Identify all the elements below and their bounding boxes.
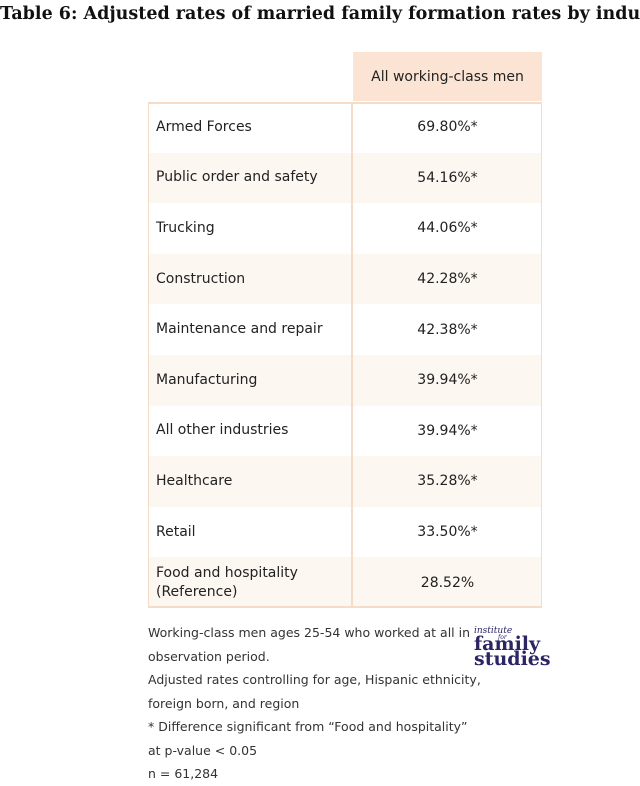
- row-label: Construction: [148, 253, 353, 305]
- row-bg: [148, 152, 542, 204]
- row-label: Retail: [148, 506, 353, 558]
- row-value: 42.38%*: [417, 321, 478, 338]
- row-bg: [148, 456, 542, 507]
- row-bg: [148, 355, 542, 406]
- title: Table 6: Adjusted rates of married famil…: [0, 4, 640, 24]
- row-value: 39.94%*: [417, 372, 478, 389]
- note-line: Adjusted rates controlling for age, Hisp…: [148, 672, 481, 687]
- row-value: 44.06%*: [417, 220, 478, 237]
- row-value: 54.16%*: [417, 169, 478, 186]
- row-bg: [148, 304, 542, 355]
- row-bg: [148, 557, 542, 608]
- note-line: Working-class men ages 25-54 who worked …: [148, 625, 471, 640]
- row-label: Maintenance and repair: [148, 304, 353, 355]
- note-line: at p-value < 0.05: [148, 742, 258, 758]
- note-line: foreign born, and region: [148, 695, 300, 711]
- logo-line1: family: [474, 633, 541, 655]
- header-cell: All working-class men: [353, 52, 542, 101]
- logo-line2: studies: [474, 648, 551, 670]
- logo-middle: for: [498, 634, 507, 641]
- row-bg: [148, 405, 542, 457]
- row-label: Trucking: [148, 203, 353, 254]
- row-label: Food and hospitality (Reference): [148, 557, 353, 608]
- note-line: observation period.: [148, 648, 270, 664]
- row-bg: [148, 203, 542, 254]
- row-label: Healthcare: [148, 456, 353, 507]
- row-bg: [148, 253, 542, 305]
- row-bg: [148, 506, 542, 558]
- row-label: Armed Forces: [148, 102, 353, 153]
- logo-top: institute: [474, 626, 513, 636]
- row-value: 33.50%*: [417, 524, 478, 541]
- row-label: All other industries: [148, 405, 353, 457]
- row-value: 28.52%: [420, 574, 475, 591]
- row-label: Manufacturing: [148, 355, 353, 406]
- row-value: 69.80%*: [417, 119, 478, 136]
- row-value: 39.94%*: [417, 422, 478, 439]
- note-line: * Difference significant from “Food and …: [148, 719, 468, 734]
- row-value: 35.28%*: [417, 473, 478, 490]
- row-label: Public order and safety: [148, 152, 353, 204]
- row-bg: [148, 102, 542, 153]
- row-value: 42.28%*: [417, 271, 478, 288]
- note-line: n = 61,284: [148, 766, 219, 781]
